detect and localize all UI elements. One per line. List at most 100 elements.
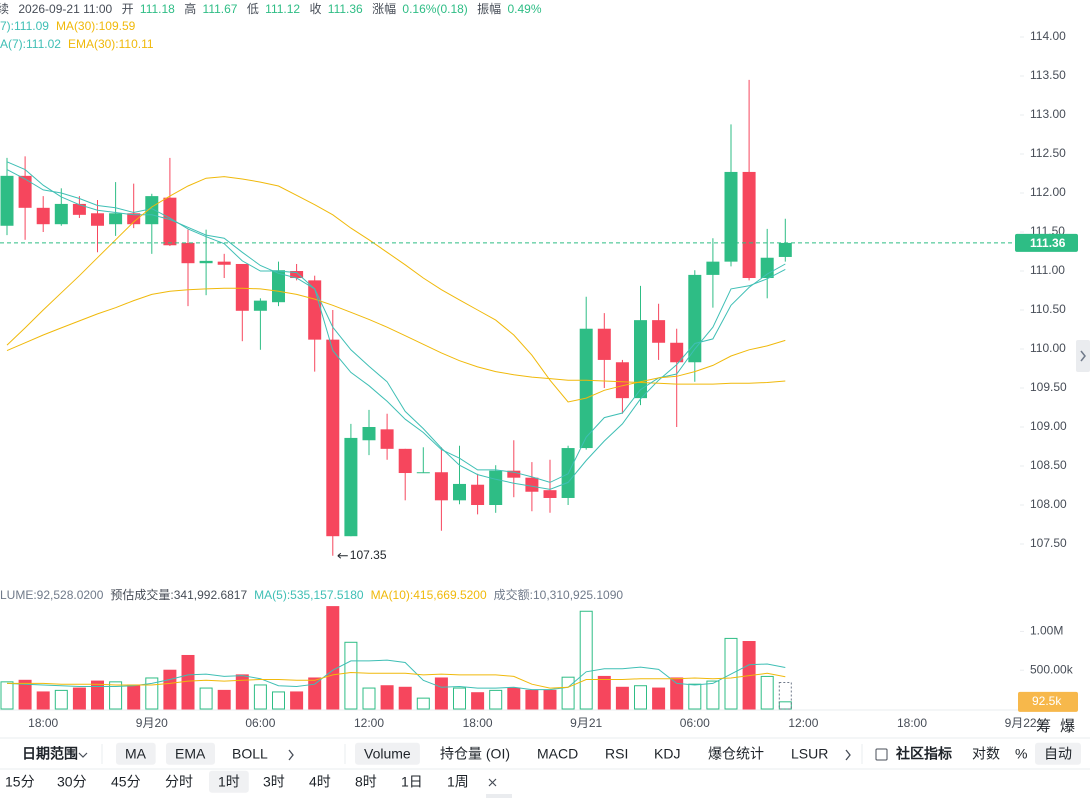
field-value: 111.67 (203, 2, 238, 16)
x-tick-label: 06:00 (680, 716, 710, 730)
x-tick-label: 12:00 (788, 716, 818, 730)
y-tick-label: 109.00 (1030, 419, 1067, 433)
candle-body (489, 470, 503, 505)
candle-body (326, 339, 340, 537)
interval-item[interactable]: 8时 (355, 774, 377, 790)
toolbar-item[interactable]: RSI (605, 746, 628, 762)
field-label: 开 (122, 2, 134, 16)
candle-body (36, 207, 50, 225)
y-tick-label: 114.00 (1030, 29, 1066, 43)
field-label: 涨幅 (372, 1, 396, 16)
volume-bar (471, 692, 485, 710)
volume-bar (145, 677, 159, 710)
interval-item[interactable]: 1时 (218, 774, 240, 790)
volume-bar (199, 687, 213, 710)
candle-body (0, 175, 14, 226)
volume-bar (181, 654, 195, 710)
interval-item[interactable]: 3时 (263, 774, 285, 790)
side-tab-chevron (1080, 350, 1086, 362)
interval-item[interactable]: 1日 (401, 774, 423, 790)
candle-body (380, 429, 394, 449)
interval-item[interactable]: 45分 (111, 774, 141, 790)
volume-legend: LUME:92,528.0200 (0, 588, 104, 602)
candle-body (670, 342, 684, 363)
current-price-label: 111.36 (1030, 236, 1066, 250)
field-value: 0.49% (508, 2, 542, 16)
volume-bar (109, 681, 123, 710)
x-tick-label: 18:00 (463, 716, 493, 730)
interval-item[interactable]: 15分 (5, 774, 35, 790)
interval-item[interactable]: 30分 (57, 774, 87, 790)
candle-body (344, 437, 358, 537)
volume-bar (634, 685, 647, 710)
y-tick-label: 108.50 (1030, 458, 1067, 472)
active-background (355, 742, 420, 765)
toolbar-row-1: 日期范围 MA EMA BOLL Volume 持仓量 (OI) MACD RS… (22, 746, 1072, 762)
candle-body (72, 203, 86, 215)
y-tick-label: 109.50 (1030, 380, 1067, 394)
corner-icon[interactable]: 爆 (1060, 718, 1075, 735)
interval-item[interactable]: 4时 (309, 774, 331, 790)
y-tick-label: 112.00 (1030, 185, 1066, 199)
ma-line (6, 161, 786, 490)
field-label: 振幅 (477, 1, 501, 16)
volume-bar (778, 701, 792, 710)
volume-bar (489, 689, 503, 710)
interval-item[interactable]: 分时 (165, 774, 193, 790)
x-tick-label: 9月22 (1005, 716, 1037, 730)
edit-icon (875, 748, 888, 761)
ema-line (6, 176, 786, 403)
x-tick-label: 18:00 (28, 716, 58, 730)
candle-body (525, 477, 539, 492)
toolbar-item[interactable]: KDJ (654, 746, 680, 762)
active-background (166, 742, 215, 765)
toolbar-item[interactable]: 对数 (972, 746, 1000, 762)
volume-legend: MA(5):535,157.5180 (254, 588, 364, 602)
toolbar-row-2: 15分 30分 45分 分时 1时 3时 4时 8时 1日 1周 (5, 774, 512, 798)
current-volume-box (1018, 691, 1078, 712)
corner-icon[interactable]: 筹 (1036, 718, 1051, 735)
volume-bar (615, 686, 629, 710)
toolbar-item[interactable]: 自动 (1044, 746, 1072, 762)
candle-body (91, 213, 104, 226)
side-tab[interactable] (1076, 340, 1090, 372)
candle-body (688, 274, 702, 363)
volume-bar (507, 687, 521, 710)
toolbar-item[interactable]: % (1015, 746, 1027, 762)
close-icon[interactable] (488, 778, 497, 787)
toolbar-item[interactable]: EMA (175, 746, 206, 762)
field-label: 收 (309, 2, 321, 16)
toolbar-item[interactable]: MACD (537, 746, 578, 762)
toolbar-item[interactable]: 持仓量 (OI) (440, 746, 510, 762)
volume-bar (453, 687, 466, 710)
chevron-right[interactable] (288, 749, 294, 761)
active-background (116, 742, 156, 765)
field-label: 高 (184, 1, 196, 16)
field-value: 111.12 (265, 2, 300, 16)
volume-bar (525, 689, 539, 710)
active-background (1035, 742, 1081, 765)
candle-body (54, 203, 68, 225)
interval-item[interactable]: 1周 (447, 774, 469, 790)
toolbar-item[interactable]: 日期范围 (22, 746, 78, 762)
volume-bar (760, 675, 774, 710)
candle-body (543, 490, 557, 498)
toolbar-item[interactable]: BOLL (232, 746, 268, 762)
field-value: 111.18 (140, 2, 175, 16)
volume-bar (163, 669, 177, 710)
toolbar-item[interactable]: LSUR (791, 746, 828, 762)
chevron-right[interactable] (845, 749, 851, 761)
toolbar-item[interactable]: 社区指标 (895, 746, 952, 762)
x-tick-label: 12:00 (354, 716, 384, 730)
toolbar-item[interactable]: MA (125, 746, 147, 762)
volume-bar (0, 681, 14, 710)
volume-bar (398, 686, 412, 710)
candle-body (507, 470, 521, 478)
candle-body (18, 175, 32, 208)
toolbar-item[interactable]: Volume (364, 746, 411, 762)
toolbar-item[interactable]: 爆仓统计 (708, 746, 764, 762)
volume-bar (253, 684, 267, 710)
estimated-volume (778, 681, 792, 710)
volume-bar (272, 691, 285, 710)
candle-body (181, 242, 195, 264)
